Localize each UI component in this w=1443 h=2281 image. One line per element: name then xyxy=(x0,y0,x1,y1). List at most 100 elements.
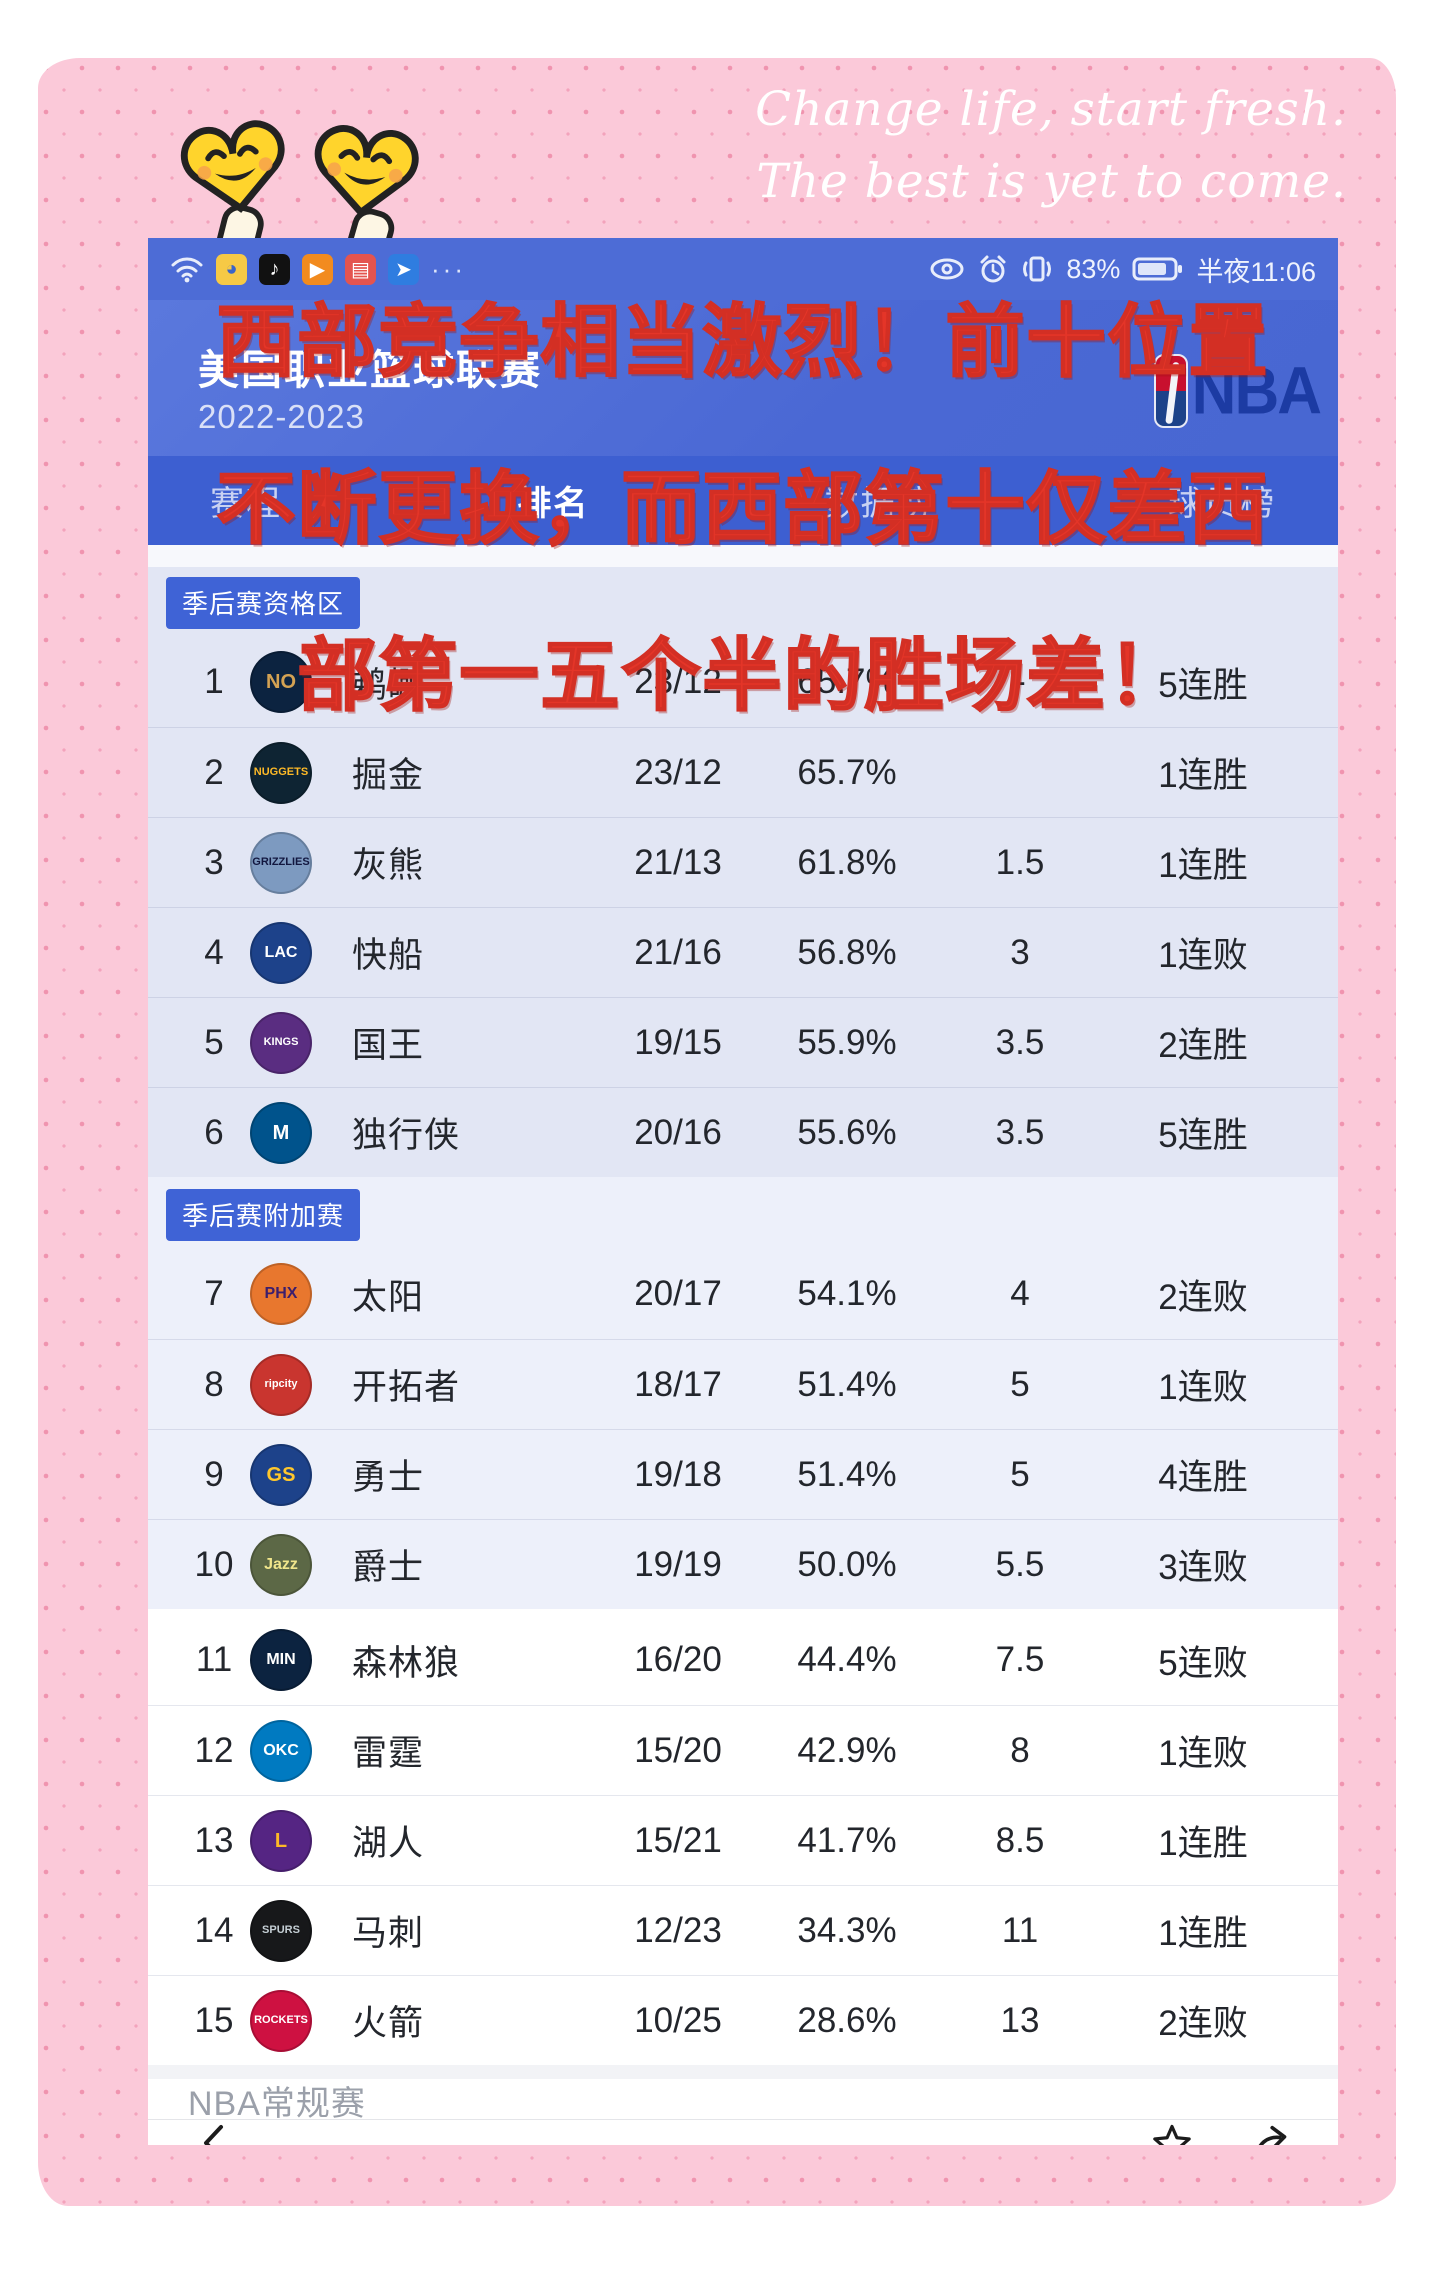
team-logo-icon: L xyxy=(250,1809,312,1872)
standings-row[interactable]: 6 M 独行侠 20/16 55.6% 3.5 5连胜 xyxy=(148,1087,1338,1177)
tiktok-app-notification-icon: ♪ xyxy=(259,253,290,285)
overlay-line-3: 部第一五个半的胜场差！ xyxy=(297,630,1189,721)
win-pct-cell: 65.7% xyxy=(797,662,897,701)
team-logo-icon: GS xyxy=(250,1443,312,1506)
team-logo-wrap: PHX xyxy=(250,1263,338,1325)
team-name-cell: 掘金 xyxy=(352,756,425,795)
team-logo-wrap: NUGGETS xyxy=(250,741,338,804)
win-pct-cell: 41.7% xyxy=(797,1820,897,1860)
streak-cell: 1连败 xyxy=(1158,1734,1248,1773)
team-logo-icon: Jazz xyxy=(250,1533,312,1596)
team-name-cell: 快船 xyxy=(352,936,425,975)
standings-row[interactable]: 5 KINGS 国王 19/15 55.9% 3.5 2连胜 xyxy=(148,997,1338,1087)
streak-cell: 2连胜 xyxy=(1158,1026,1248,1065)
streak-cell: 1连胜 xyxy=(1158,1914,1248,1953)
tab-stats[interactable]: 数据榜 xyxy=(824,485,933,523)
standings-row[interactable]: 15 ROCKETS 火箭 10/25 28.6% 13 2连败 xyxy=(148,1975,1338,2065)
team-name-cell: 火箭 xyxy=(352,2004,425,2043)
standings-row[interactable]: 12 OKC 雷霆 15/20 42.9% 8 1连败 xyxy=(148,1705,1338,1795)
phone-screenshot: ◕ ♪ ▶ ▤ ➤ ··· xyxy=(148,238,1338,2145)
team-logo-wrap: Jazz xyxy=(250,1533,338,1596)
games-behind-cell: 3.5 xyxy=(995,1022,1045,1062)
win-pct-cell: 28.6% xyxy=(797,2000,897,2040)
streak-cell: 5连胜 xyxy=(1158,1116,1248,1155)
games-behind-cell: 3 xyxy=(1010,932,1030,972)
rank-cell: 11 xyxy=(195,1640,233,1679)
standings-row[interactable]: 10 Jazz 爵士 19/19 50.0% 5.5 3连败 xyxy=(148,1519,1338,1609)
rank-cell: 14 xyxy=(194,1910,234,1950)
standings-table: 季后赛资格区 1 NO 鹈鹕 23/12 65.7% - 5连胜 2 NUGGETS 掘金 23/12… xyxy=(148,567,1338,2065)
tab-schedule[interactable]: 赛程 xyxy=(210,485,282,523)
team-logo-icon: LAC xyxy=(250,921,312,984)
streak-cell: 1连胜 xyxy=(1158,756,1248,795)
wifi-icon xyxy=(171,257,203,283)
team-name-cell: 国王 xyxy=(352,1026,425,1065)
map-app-notification-icon: ◕ xyxy=(216,253,247,285)
team-name-cell: 开拓者 xyxy=(352,1368,461,1407)
win-pct-cell: 50.0% xyxy=(797,1544,897,1584)
team-logo-wrap: SPURS xyxy=(250,1899,338,1962)
page-title: 美国职业篮球联赛 xyxy=(198,347,542,393)
team-logo-wrap: OKC xyxy=(250,1719,338,1782)
standings-section-3: 11 MIN 森林狼 16/20 44.4% 7.5 5连败 12 OKC 雷霆 15/20 42.9… xyxy=(148,1609,1338,2065)
standings-row[interactable]: 11 MIN 森林狼 16/20 44.4% 7.5 5连败 xyxy=(148,1615,1338,1705)
standings-row[interactable]: 4 LAC 快船 21/16 56.8% 3 1连败 xyxy=(148,907,1338,997)
standings-row[interactable]: 2 NUGGETS 掘金 23/12 65.7% 1连胜 xyxy=(148,727,1338,817)
games-behind-cell: 5 xyxy=(1010,1454,1030,1494)
standings-row[interactable]: 7 PHX 太阳 20/17 54.1% 4 2连败 xyxy=(148,1249,1338,1339)
team-name-cell: 独行侠 xyxy=(352,1116,461,1155)
standings-row[interactable]: 13 L 湖人 15/21 41.7% 8.5 1连胜 xyxy=(148,1795,1338,1885)
quote-line-2: The best is yet to come. xyxy=(756,154,1347,209)
standings-row[interactable]: 1 NO 鹈鹕 23/12 65.7% - 5连胜 xyxy=(148,637,1338,727)
rank-cell: 13 xyxy=(194,1820,234,1860)
video-app-notification-icon: ▶ xyxy=(302,253,333,285)
standings-row[interactable]: 14 SPURS 马刺 12/23 34.3% 11 1连胜 xyxy=(148,1885,1338,1975)
team-logo-icon: ROCKETS xyxy=(250,1989,312,2052)
standings-row[interactable]: 3 GRIZZLIES 灰熊 21/13 61.8% 1.5 1连胜 xyxy=(148,817,1338,907)
win-pct-cell: 65.7% xyxy=(797,752,897,792)
win-pct-cell: 44.4% xyxy=(797,1640,897,1679)
rank-cell: 9 xyxy=(204,1454,224,1494)
standings-row[interactable]: 8 ripcity 开拓者 18/17 51.4% 5 1连败 xyxy=(148,1339,1338,1429)
back-button[interactable] xyxy=(200,2123,226,2146)
team-logo-wrap: M xyxy=(250,1101,338,1164)
nav-right-group xyxy=(1152,2124,1292,2146)
streak-cell: 1连胜 xyxy=(1158,1824,1248,1863)
team-logo-icon: OKC xyxy=(250,1719,312,1782)
bottom-nav-bar xyxy=(148,2120,1338,2145)
team-name-cell: 灰熊 xyxy=(352,846,425,885)
win-pct-cell: 51.4% xyxy=(797,1364,897,1404)
team-name-cell: 雷霆 xyxy=(352,1734,425,1773)
battery-percent: 83% xyxy=(1066,253,1121,284)
record-cell: 10/25 xyxy=(634,2000,722,2040)
record-cell: 16/20 xyxy=(634,1640,722,1679)
team-name-cell: 太阳 xyxy=(352,1277,425,1317)
share-button[interactable] xyxy=(1250,2124,1292,2146)
battery-icon xyxy=(1132,257,1183,281)
rank-cell: 12 xyxy=(194,1730,234,1770)
standings-row[interactable]: 9 GS 勇士 19/18 51.4% 5 4连胜 xyxy=(148,1429,1338,1519)
rank-cell: 7 xyxy=(204,1274,224,1313)
games-behind-cell: - xyxy=(1014,662,1026,701)
rank-cell: 2 xyxy=(204,752,224,792)
rank-cell: 5 xyxy=(204,1022,224,1062)
playoff-zone-badge: 季后赛资格区 xyxy=(166,577,361,629)
team-logo-icon: SPURS xyxy=(250,1899,312,1962)
favorite-star-button[interactable] xyxy=(1152,2124,1192,2146)
team-logo-wrap: GS xyxy=(250,1443,338,1506)
tab-players[interactable]: 球员榜 xyxy=(1167,485,1276,523)
team-logo-icon: M xyxy=(250,1101,312,1164)
team-logo-wrap: L xyxy=(250,1809,338,1872)
games-behind-cell: 7.5 xyxy=(995,1640,1045,1679)
status-time: 半夜11:06 xyxy=(1196,256,1316,287)
record-cell: 20/16 xyxy=(634,1112,722,1152)
rank-cell: 6 xyxy=(204,1112,224,1152)
tab-ranking[interactable]: 排名 xyxy=(517,485,590,523)
team-logo-wrap: ripcity xyxy=(250,1353,338,1416)
nba-logo-mark-icon xyxy=(1153,354,1188,428)
games-behind-cell: 3.5 xyxy=(995,1112,1045,1152)
games-behind-cell: 4 xyxy=(1010,1274,1030,1313)
record-cell: 18/17 xyxy=(634,1364,722,1404)
games-behind-cell: 11 xyxy=(1001,1910,1039,1950)
win-pct-cell: 56.8% xyxy=(797,932,897,972)
